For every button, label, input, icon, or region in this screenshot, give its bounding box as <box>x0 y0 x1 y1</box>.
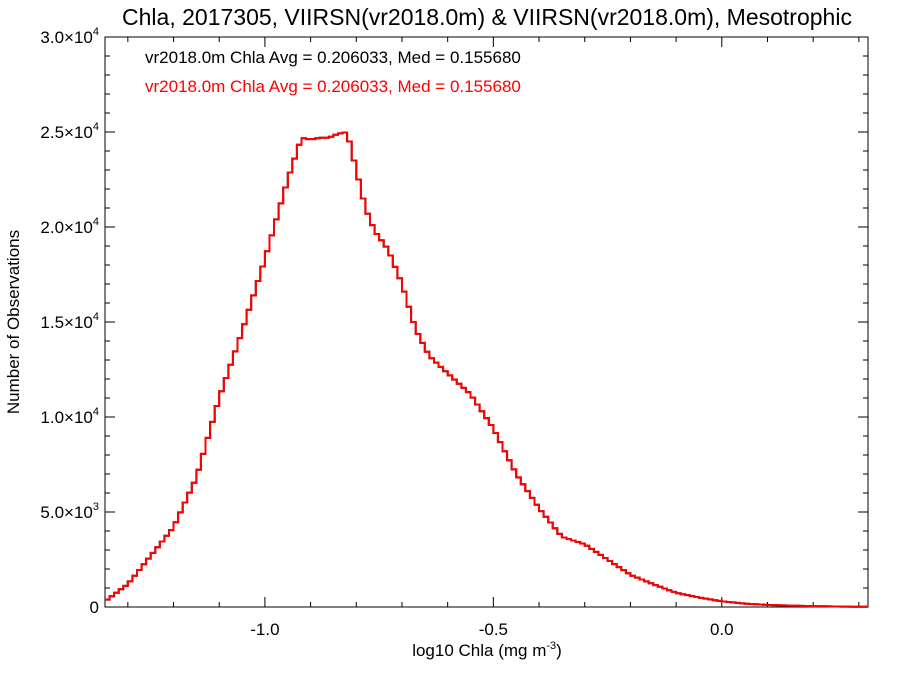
stats-annotation-black: vr2018.0m Chla Avg = 0.206033, Med = 0.1… <box>145 48 521 67</box>
y-tick-label: 2.5×104 <box>40 121 99 142</box>
stats-annotation-red: vr2018.0m Chla Avg = 0.206033, Med = 0.1… <box>145 77 521 96</box>
x-axis-label-sup: -3 <box>546 640 556 652</box>
series-line-black <box>105 131 868 608</box>
y-axis-label: Number of Observations <box>4 230 23 414</box>
x-axis-ticks: -1.0 -0.5 0.0 <box>127 37 860 639</box>
y-tick-label-exponent: 4 <box>93 311 99 323</box>
y-tick-label: 1.0×104 <box>40 406 99 427</box>
y-tick-label: 3.0×104 <box>40 26 99 47</box>
y-tick-label-mantissa: 1.5×10 <box>40 313 92 332</box>
chart-title: Chla, 2017305, VIIRSN(vr2018.0m) & VIIRS… <box>122 4 852 30</box>
series-layer <box>105 131 868 608</box>
x-tick-label: -0.5 <box>479 620 508 639</box>
y-tick-label-mantissa: 0 <box>90 598 99 617</box>
y-tick-label-mantissa: 5.0×10 <box>40 503 92 522</box>
y-tick-label-mantissa: 1.0×10 <box>40 408 92 427</box>
x-axis-label-main: log10 Chla (mg m <box>412 641 546 660</box>
x-axis-label-close: ) <box>556 641 562 660</box>
y-tick-label-exponent: 4 <box>93 406 99 418</box>
plot-area-border <box>104 36 869 608</box>
y-tick-label-exponent: 3 <box>93 501 99 513</box>
x-tick-label: 0.0 <box>710 620 734 639</box>
y-tick-label: 2.0×104 <box>40 216 99 237</box>
y-tick-label-mantissa: 3.0×10 <box>40 28 92 47</box>
y-axis-ticks: 05.0×1031.0×1041.5×1042.0×1042.5×1043.0×… <box>40 26 868 617</box>
y-tick-label: 1.5×104 <box>40 311 99 332</box>
plot-frame <box>104 36 869 608</box>
y-tick-label: 0 <box>90 598 99 617</box>
y-tick-label-exponent: 4 <box>93 26 99 38</box>
y-tick-label-mantissa: 2.5×10 <box>40 123 92 142</box>
y-tick-label-mantissa: 2.0×10 <box>40 218 92 237</box>
x-tick-label: -1.0 <box>250 620 279 639</box>
stats-annotations: vr2018.0m Chla Avg = 0.206033, Med = 0.1… <box>145 48 521 96</box>
x-axis-label: log10 Chla (mg m-3) <box>412 640 562 660</box>
y-tick-label-exponent: 4 <box>93 121 99 133</box>
y-tick-label: 5.0×103 <box>40 501 99 522</box>
series-line-red <box>105 131 868 608</box>
y-tick-label-exponent: 4 <box>93 216 99 228</box>
